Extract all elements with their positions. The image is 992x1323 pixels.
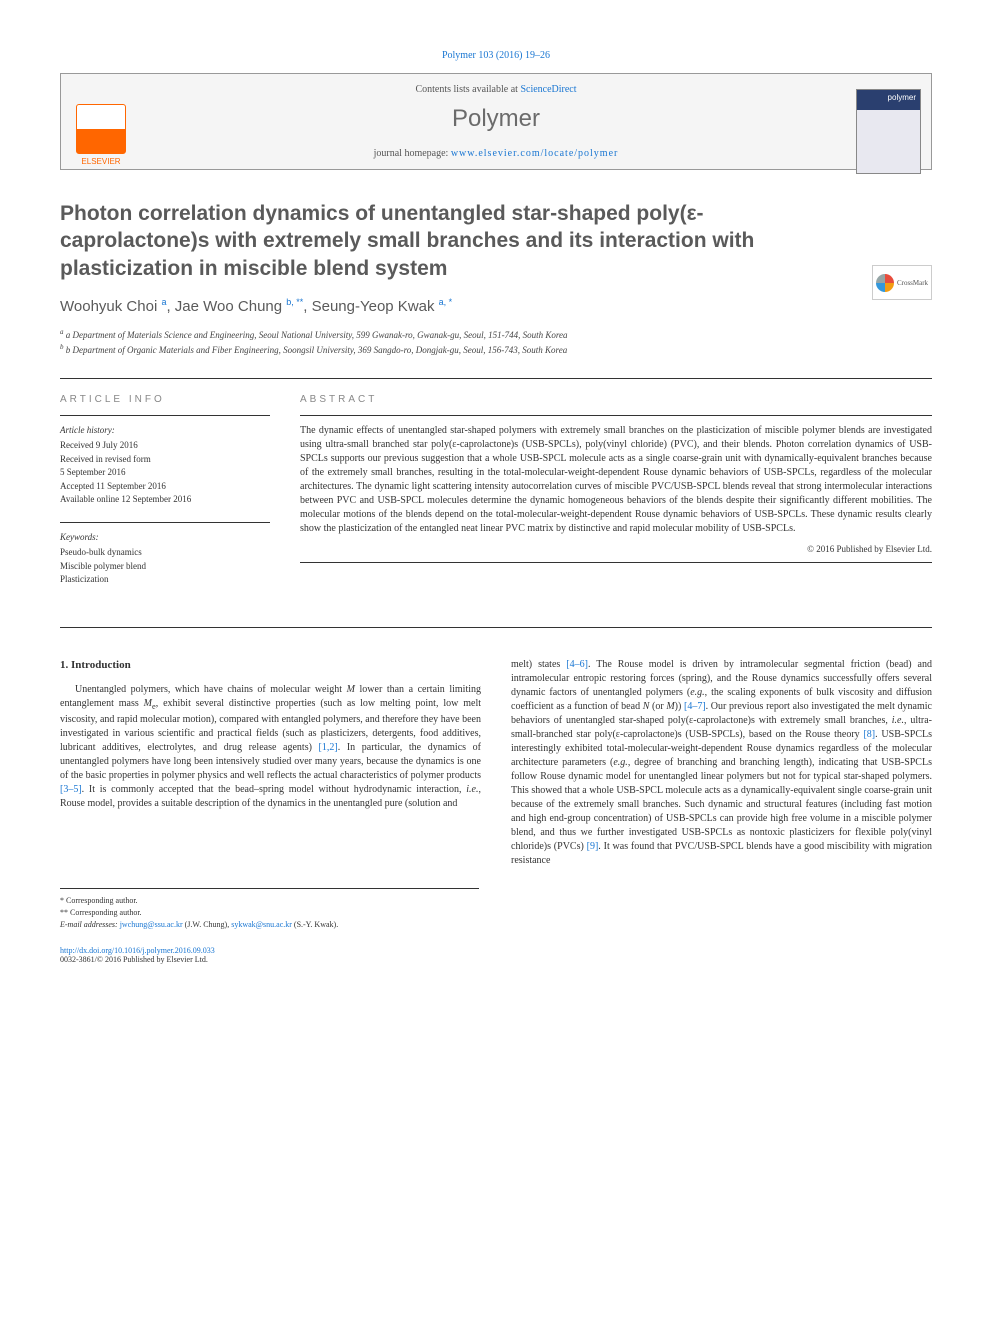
ref-link[interactable]: [3–5] xyxy=(60,784,82,795)
journal-header: ELSEVIER polymer Contents lists availabl… xyxy=(60,73,932,170)
affiliation-b: b b Department of Organic Materials and … xyxy=(60,342,932,358)
ref-link[interactable]: [4–7] xyxy=(684,701,706,712)
abstract-divider xyxy=(300,415,932,416)
email-link-2[interactable]: sykwak@snu.ac.kr xyxy=(231,920,292,929)
footnotes: * Corresponding author. ** Corresponding… xyxy=(60,888,479,931)
keyword: Pseudo-bulk dynamics xyxy=(60,546,270,560)
ref-link[interactable]: [9] xyxy=(587,841,599,852)
body-paragraph: Unentangled polymers, which have chains … xyxy=(60,683,481,811)
abstract-text: The dynamic effects of unentangled star-… xyxy=(300,424,932,536)
divider xyxy=(60,378,932,379)
keywords-block: Keywords: Pseudo-bulk dynamics Miscible … xyxy=(60,531,270,587)
affiliation-text: a Department of Materials Science and En… xyxy=(66,330,568,340)
info-divider xyxy=(60,415,270,416)
ref-link[interactable]: [1,2] xyxy=(319,742,338,753)
affiliation-text: b Department of Organic Materials and Fi… xyxy=(66,345,567,355)
cover-label: polymer xyxy=(857,90,920,110)
keyword: Miscible polymer blend xyxy=(60,560,270,574)
keyword: Plasticization xyxy=(60,573,270,587)
homepage-prefix: journal homepage: xyxy=(374,148,451,159)
crossmark-label: CrossMark xyxy=(897,279,928,287)
abstract-copyright: © 2016 Published by Elsevier Ltd. xyxy=(300,544,932,554)
article-title: Photon correlation dynamics of unentangl… xyxy=(60,200,932,282)
abstract-heading: ABSTRACT xyxy=(300,394,932,405)
email-label: E-mail addresses: xyxy=(60,920,118,929)
issn-line: 0032-3861/© 2016 Published by Elsevier L… xyxy=(60,955,208,964)
ref-link[interactable]: [8] xyxy=(863,729,875,740)
history-line: Accepted 11 September 2016 xyxy=(60,480,270,494)
body-paragraph: melt) states [4–6]. The Rouse model is d… xyxy=(511,658,932,868)
email-link-1[interactable]: jwchung@ssu.ac.kr xyxy=(120,920,183,929)
keywords-title: Keywords: xyxy=(60,531,270,545)
author-affil-link[interactable]: b, ** xyxy=(286,297,303,307)
elsevier-tree-icon xyxy=(76,104,126,154)
article-history: Article history: Received 9 July 2016 Re… xyxy=(60,424,270,507)
affiliations: a a Department of Materials Science and … xyxy=(60,327,932,358)
cover-body xyxy=(857,110,920,173)
email-who-2: (S.-Y. Kwak). xyxy=(294,920,338,929)
email-who-1: (J.W. Chung), xyxy=(185,920,230,929)
info-divider xyxy=(60,522,270,523)
homepage-link[interactable]: www.elsevier.com/locate/polymer xyxy=(451,148,619,159)
journal-name: Polymer xyxy=(76,105,916,133)
history-line: Available online 12 September 2016 xyxy=(60,493,270,507)
corresponding-1: * Corresponding author. xyxy=(60,895,479,907)
authors: Woohyuk Choi a, Jae Woo Chung b, **, Seu… xyxy=(60,297,932,315)
doi-link[interactable]: http://dx.doi.org/10.1016/j.polymer.2016… xyxy=(60,946,215,955)
history-line: Received in revised form xyxy=(60,453,270,467)
author-affil-link[interactable]: a xyxy=(161,297,166,307)
history-title: Article history: xyxy=(60,424,270,438)
body-col-left: 1. Introduction Unentangled polymers, wh… xyxy=(60,658,481,868)
history-line: 5 September 2016 xyxy=(60,466,270,480)
ref-link[interactable]: [4–6] xyxy=(566,659,588,670)
section-heading: 1. Introduction xyxy=(60,658,481,673)
crossmark-icon xyxy=(876,274,894,292)
abstract-column: ABSTRACT The dynamic effects of unentang… xyxy=(300,394,932,602)
article-info-column: ARTICLE INFO Article history: Received 9… xyxy=(60,394,270,602)
divider xyxy=(60,627,932,628)
elsevier-label: ELSEVIER xyxy=(81,157,120,166)
history-line: Received 9 July 2016 xyxy=(60,439,270,453)
contents-line: Contents lists available at ScienceDirec… xyxy=(76,84,916,95)
corresponding-2: ** Corresponding author. xyxy=(60,907,479,919)
email-line: E-mail addresses: jwchung@ssu.ac.kr (J.W… xyxy=(60,919,479,931)
citation: Polymer 103 (2016) 19–26 xyxy=(60,50,932,61)
abstract-divider-bottom xyxy=(300,562,932,563)
affiliation-a: a a Department of Materials Science and … xyxy=(60,327,932,343)
body-columns: 1. Introduction Unentangled polymers, wh… xyxy=(60,658,932,868)
journal-homepage-line: journal homepage: www.elsevier.com/locat… xyxy=(76,148,916,159)
contents-prefix: Contents lists available at xyxy=(415,84,520,95)
journal-cover-thumb[interactable]: polymer xyxy=(856,89,921,174)
author-affil-link[interactable]: a, * xyxy=(439,297,453,307)
crossmark-badge[interactable]: CrossMark xyxy=(872,265,932,300)
elsevier-logo[interactable]: ELSEVIER xyxy=(71,104,131,174)
article-info-heading: ARTICLE INFO xyxy=(60,394,270,405)
page-footer: http://dx.doi.org/10.1016/j.polymer.2016… xyxy=(60,946,932,964)
body-col-right: melt) states [4–6]. The Rouse model is d… xyxy=(511,658,932,868)
sciencedirect-link[interactable]: ScienceDirect xyxy=(520,84,576,95)
